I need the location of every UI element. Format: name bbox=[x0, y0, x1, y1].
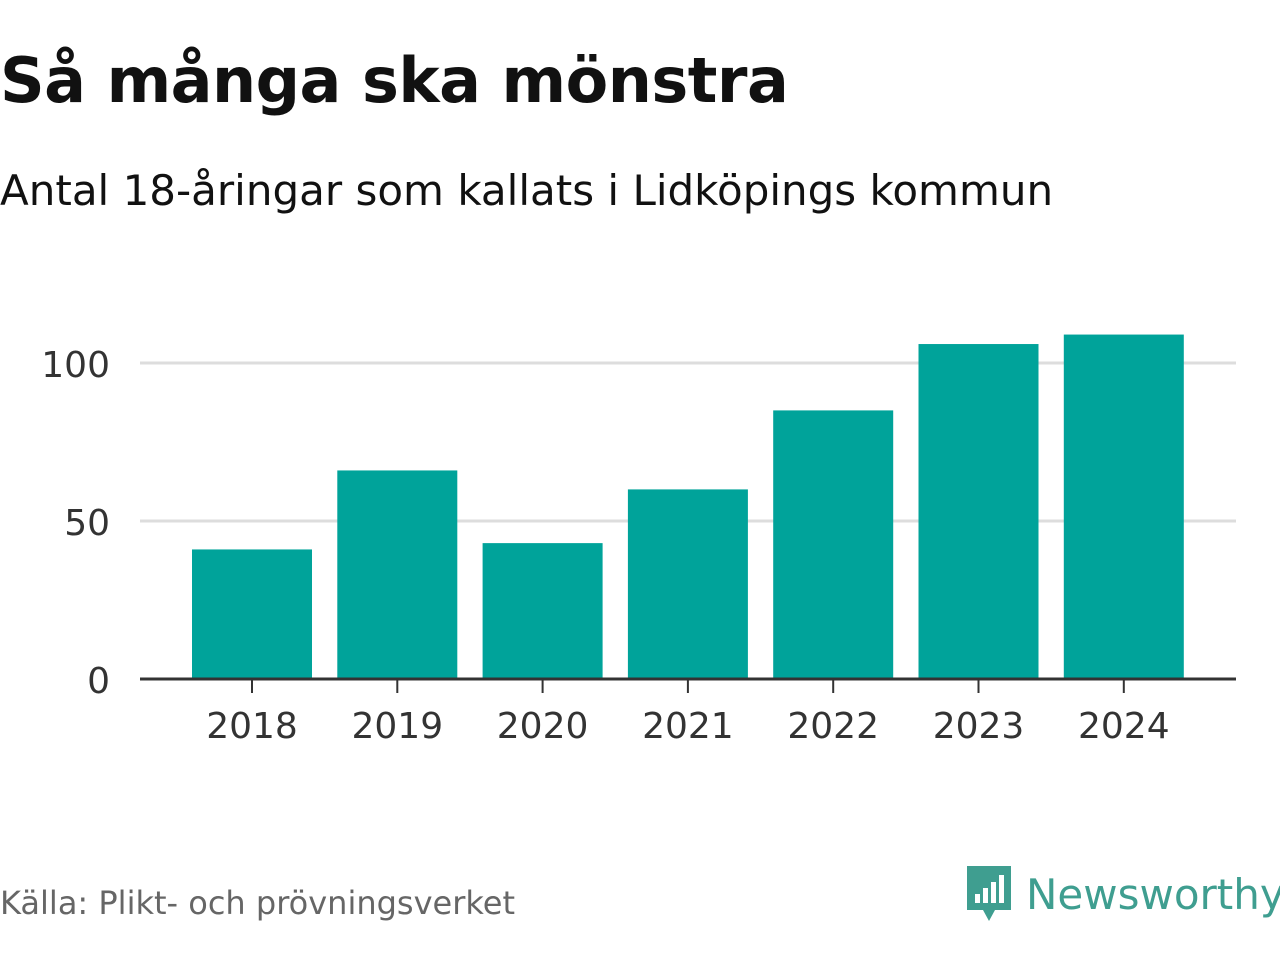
source-note: Källa: Plikt- och prövningsverket bbox=[0, 884, 515, 922]
x-tick-label: 2022 bbox=[787, 706, 879, 747]
x-tick-label: 2018 bbox=[206, 706, 298, 747]
bar-2019 bbox=[337, 470, 458, 679]
chart-title: Så många ska mönstra bbox=[0, 44, 789, 117]
x-tick-label: 2023 bbox=[933, 706, 1025, 747]
x-tick-label: 2024 bbox=[1078, 706, 1170, 747]
x-tick-label: 2020 bbox=[497, 706, 589, 747]
y-tick-label: 0 bbox=[87, 661, 110, 702]
bars bbox=[192, 334, 1184, 679]
brand-logo: Newsworthy bbox=[964, 864, 1280, 924]
x-tick-label: 2019 bbox=[351, 706, 443, 747]
newsworthy-logo-icon bbox=[967, 866, 1011, 921]
brand-name: Newsworthy bbox=[1026, 869, 1280, 919]
chart-subtitle: Antal 18-åringar som kallats i Lidköping… bbox=[0, 166, 1054, 215]
y-tick-label: 100 bbox=[41, 345, 110, 386]
bar-2023 bbox=[918, 344, 1039, 679]
bar-2020 bbox=[482, 543, 603, 679]
bar-2022 bbox=[773, 410, 894, 679]
bar-2018 bbox=[192, 549, 312, 679]
axes: 0 50 100 2018 2019 2020 2021 2022 2023 2024 bbox=[41, 345, 1236, 747]
y-tick-label: 50 bbox=[64, 503, 110, 544]
x-tick-label: 2021 bbox=[642, 706, 734, 747]
bar-2021 bbox=[627, 489, 748, 679]
bar-2024 bbox=[1063, 334, 1184, 679]
